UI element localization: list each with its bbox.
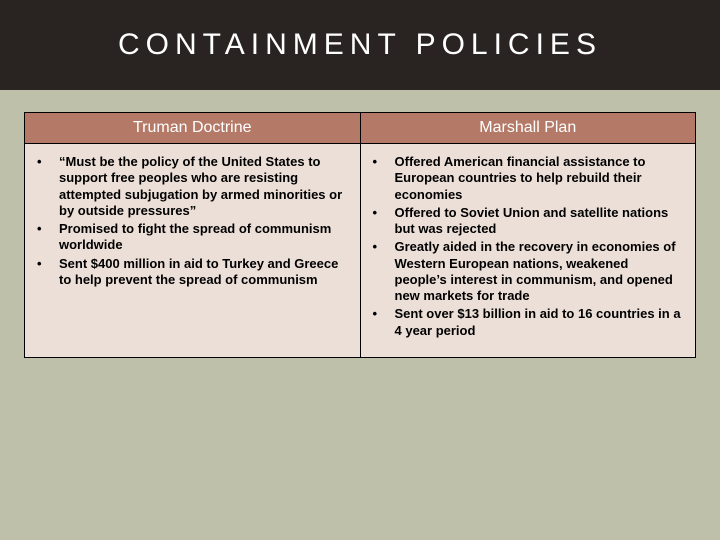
column-header-left: Truman Doctrine [25,113,361,144]
list-item: •Promised to fight the spread of communi… [37,221,348,254]
list-item-text: Sent $400 million in aid to Turkey and G… [59,256,348,289]
bullet-icon: • [37,154,59,219]
list-item: •Sent $400 million in aid to Turkey and … [37,256,348,289]
list-item: •Offered American financial assistance t… [373,154,684,203]
column-header-right: Marshall Plan [360,113,696,144]
bullet-icon: • [37,256,59,289]
bullet-icon: • [37,221,59,254]
list-item-text: Offered to Soviet Union and satellite na… [395,205,684,238]
list-item-text: Offered American financial assistance to… [395,154,684,203]
list-item: •Sent over $13 billion in aid to 16 coun… [373,306,684,339]
bullet-icon: • [373,205,395,238]
column-cell-right: •Offered American financial assistance t… [360,144,696,358]
bullet-icon: • [373,154,395,203]
list-item: •“Must be the policy of the United State… [37,154,348,219]
slide: CONTAINMENT POLICIES Truman Doctrine Mar… [0,0,720,540]
comparison-table-wrap: Truman Doctrine Marshall Plan •“Must be … [0,90,720,358]
slide-title: CONTAINMENT POLICIES [118,28,602,61]
list-item-text: Promised to fight the spread of communis… [59,221,348,254]
list-item: •Offered to Soviet Union and satellite n… [373,205,684,238]
column-cell-left: •“Must be the policy of the United State… [25,144,361,358]
title-bar: CONTAINMENT POLICIES [0,0,720,90]
list-item-text: Greatly aided in the recovery in economi… [395,239,684,304]
bullet-list-left: •“Must be the policy of the United State… [37,154,348,288]
list-item-text: “Must be the policy of the United States… [59,154,348,219]
comparison-table: Truman Doctrine Marshall Plan •“Must be … [24,112,696,358]
bullet-list-right: •Offered American financial assistance t… [373,154,684,339]
bullet-icon: • [373,239,395,304]
list-item: •Greatly aided in the recovery in econom… [373,239,684,304]
list-item-text: Sent over $13 billion in aid to 16 count… [395,306,684,339]
bullet-icon: • [373,306,395,339]
